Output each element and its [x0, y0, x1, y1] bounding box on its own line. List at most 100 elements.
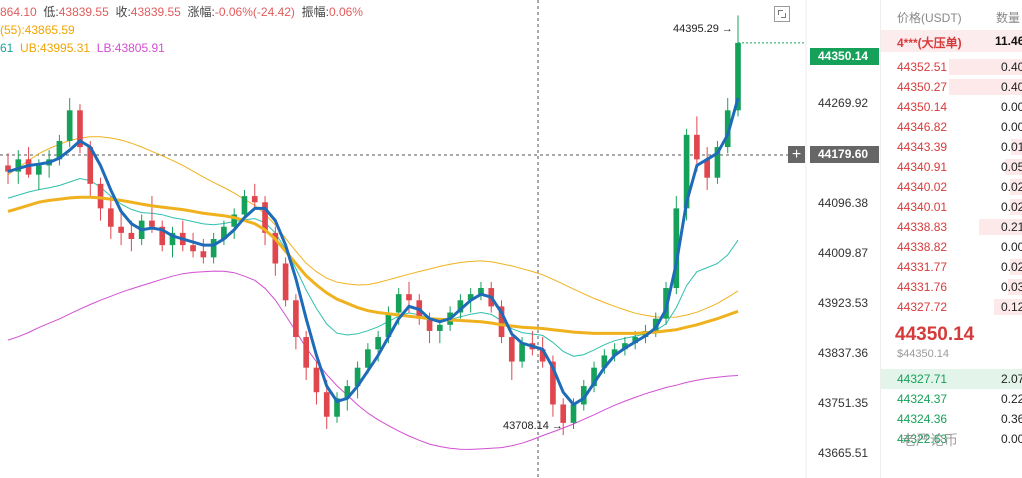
ask-row[interactable]: 44346.82 0.00 [881, 117, 1022, 137]
large-sell-order-qty: 11.46 [995, 34, 1022, 48]
ask-price: 44340.02 [897, 180, 948, 194]
bid-qty: 0.36 [1001, 412, 1022, 426]
orderbook-qty-header: 数量 [996, 11, 1021, 25]
candle-body [550, 361, 556, 405]
ask-row[interactable]: 44338.82 0.00 [881, 237, 1022, 257]
candle-body [231, 214, 238, 227]
bid-price: 44324.37 [897, 392, 948, 406]
y-tick-label: 43751.35 [818, 396, 869, 410]
boll-lower-line [7, 270, 739, 450]
candle-body [262, 202, 268, 233]
candle-body [241, 196, 248, 215]
candle-body [66, 110, 73, 141]
ask-qty: 0.05 [1001, 160, 1022, 174]
candle-body [334, 398, 340, 417]
boll-mid-line [7, 177, 739, 357]
candle-body [190, 245, 196, 252]
candle-body [221, 226, 227, 239]
ask-row[interactable]: 44340.91 0.05 [881, 157, 1022, 177]
candle-body [395, 294, 402, 313]
candle-body [714, 147, 721, 178]
ask-qty: 0.02 [1001, 200, 1022, 214]
ask-row[interactable]: 44340.01 0.02 [881, 197, 1022, 217]
ohlc-info-line: 864.10 低:43839.55 收:43839.55 涨幅:-0.06%(-… [0, 5, 363, 19]
ask-depth-bar [1005, 159, 1022, 175]
ask-price: 44350.27 [897, 80, 948, 94]
bid-qty: 0.00 [1001, 432, 1022, 446]
ask-depth-bar [949, 79, 1022, 95]
candle-body [508, 337, 515, 362]
y-tick-label: 43837.36 [818, 346, 869, 360]
candle-body [683, 134, 690, 209]
ask-qty: 0.21 [1001, 220, 1022, 234]
candle-body [293, 300, 299, 338]
low-annotation: 43708.14 → [503, 420, 563, 432]
ask-price: 44340.91 [897, 160, 948, 174]
ask-row[interactable]: 44343.39 0.01 [881, 137, 1022, 157]
large-sell-order-row[interactable]: 4***(大压单) 11.46 [881, 30, 1022, 52]
ask-row[interactable]: 44331.77 0.02 [881, 257, 1022, 277]
close-value: 43839.55 [130, 5, 181, 19]
candle-body [467, 294, 474, 301]
candle-body [15, 159, 22, 172]
boll-upper-line [7, 136, 739, 318]
ohlc-prefix: 864.10 [0, 5, 37, 19]
bid-row[interactable]: 44324.37 0.22 [881, 389, 1022, 409]
ask-row[interactable]: 44331.76 0.03 [881, 277, 1022, 297]
candle-body [601, 355, 608, 368]
candle-body [282, 263, 289, 301]
y-tick-label: 43923.53 [818, 296, 869, 310]
candle-body [694, 134, 700, 160]
crosshair-price-tag: 44179.60 [810, 146, 879, 163]
boll-upper-value: UB:43995.31 [20, 41, 91, 55]
ask-row[interactable]: 44350.27 0.40 [881, 77, 1022, 97]
candle-body [159, 226, 166, 246]
orderbook-panel: 价格(USDT) 数量 4***(大压单) 11.46 44352.51 0.40… [880, 0, 1022, 478]
low-label: 低: [43, 5, 59, 19]
last-price-tag: 44350.14 [810, 48, 879, 65]
ask-price: 44352.51 [897, 60, 948, 74]
candle-body [97, 183, 104, 209]
ask-row[interactable]: 44352.51 0.40 [881, 57, 1022, 77]
candle-body [344, 386, 351, 399]
bid-row[interactable]: 44322.63 0.00 [881, 429, 1022, 449]
change-label: 涨幅: [187, 5, 215, 19]
kline-chart[interactable] [0, 0, 876, 478]
orderbook-mid-price: 44350.14 [895, 324, 975, 345]
ask-row[interactable]: 44338.83 0.21 [881, 217, 1022, 237]
candle-body [457, 300, 464, 313]
kline-chart-panel[interactable]: 864.10 低:43839.55 收:43839.55 涨幅:-0.06%(-… [0, 0, 879, 478]
ma-slow-line [7, 195, 739, 335]
candle-body [200, 251, 207, 258]
candle-body [385, 312, 392, 338]
ask-row[interactable]: 44350.14 0.00 [881, 97, 1022, 117]
ask-qty: 0.40 [1001, 80, 1022, 94]
ma-fast-line [7, 97, 740, 407]
candle-body [210, 239, 217, 258]
candle-body [519, 343, 525, 362]
ask-depth-bar [949, 59, 1022, 75]
candle-body [313, 367, 320, 393]
amplitude-label: 振幅: [301, 5, 329, 19]
bid-row[interactable]: 44327.71 2.07 [881, 369, 1022, 389]
ask-qty: 0.12 [1001, 300, 1022, 314]
crosshair-add-icon[interactable]: + [788, 146, 805, 163]
ask-row[interactable]: 44327.72 0.12 [881, 297, 1022, 317]
candle-body [303, 337, 309, 368]
bid-row[interactable]: 44324.36 0.36 [881, 409, 1022, 429]
candle-body [611, 349, 618, 356]
candle-body [580, 386, 587, 405]
candle-body [128, 232, 135, 239]
candle-body [118, 226, 124, 233]
candle-body [437, 324, 443, 331]
candle-body [36, 165, 42, 175]
ask-price: 44346.82 [897, 120, 948, 134]
ask-price: 44338.82 [897, 240, 948, 254]
orderbook-mid-price-usd: $44350.14 [897, 348, 949, 360]
candle-body [169, 232, 176, 246]
ma-info-line: (55):43865.59 [0, 23, 75, 37]
ask-qty: 0.02 [1001, 260, 1022, 274]
ask-qty: 0.00 [1001, 240, 1022, 254]
ask-row[interactable]: 44340.02 0.02 [881, 177, 1022, 197]
expand-icon[interactable] [774, 6, 790, 22]
